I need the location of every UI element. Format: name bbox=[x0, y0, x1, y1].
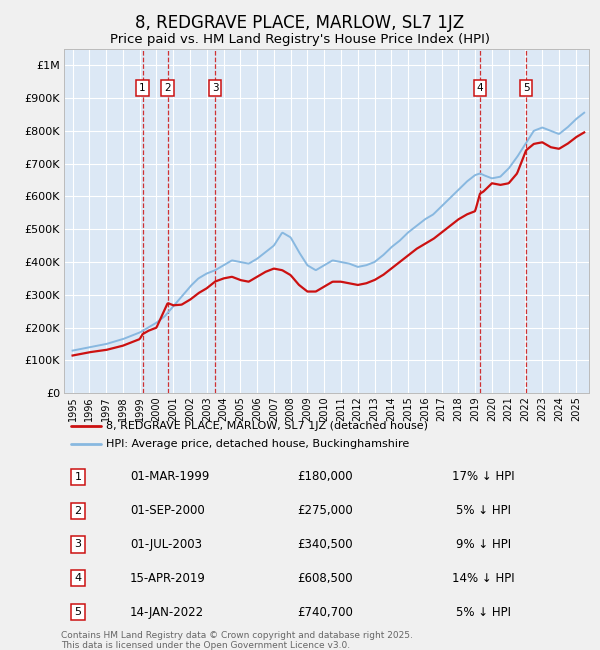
Text: 17% ↓ HPI: 17% ↓ HPI bbox=[452, 471, 515, 484]
Text: 2: 2 bbox=[164, 83, 171, 94]
Text: 1: 1 bbox=[74, 472, 82, 482]
Text: 5% ↓ HPI: 5% ↓ HPI bbox=[456, 504, 511, 517]
Text: 5: 5 bbox=[74, 607, 82, 617]
Text: 3: 3 bbox=[74, 540, 82, 549]
Text: 8, REDGRAVE PLACE, MARLOW, SL7 1JZ: 8, REDGRAVE PLACE, MARLOW, SL7 1JZ bbox=[136, 14, 464, 32]
Text: £740,700: £740,700 bbox=[297, 606, 353, 619]
Text: £608,500: £608,500 bbox=[298, 572, 353, 585]
Text: £340,500: £340,500 bbox=[298, 538, 353, 551]
Text: 4: 4 bbox=[476, 83, 484, 94]
Text: Contains HM Land Registry data © Crown copyright and database right 2025.
This d: Contains HM Land Registry data © Crown c… bbox=[61, 630, 413, 650]
Text: £180,000: £180,000 bbox=[298, 471, 353, 484]
Text: 5: 5 bbox=[523, 83, 529, 94]
Text: 4: 4 bbox=[74, 573, 82, 583]
Text: 2: 2 bbox=[74, 506, 82, 515]
Text: 01-MAR-1999: 01-MAR-1999 bbox=[130, 471, 209, 484]
Text: 3: 3 bbox=[212, 83, 218, 94]
Text: 01-SEP-2000: 01-SEP-2000 bbox=[130, 504, 205, 517]
Text: 14-JAN-2022: 14-JAN-2022 bbox=[130, 606, 204, 619]
Text: 14% ↓ HPI: 14% ↓ HPI bbox=[452, 572, 515, 585]
Text: 15-APR-2019: 15-APR-2019 bbox=[130, 572, 206, 585]
Text: 9% ↓ HPI: 9% ↓ HPI bbox=[456, 538, 511, 551]
Text: £275,000: £275,000 bbox=[298, 504, 353, 517]
Text: 8, REDGRAVE PLACE, MARLOW, SL7 1JZ (detached house): 8, REDGRAVE PLACE, MARLOW, SL7 1JZ (deta… bbox=[106, 421, 428, 431]
Text: 1: 1 bbox=[139, 83, 146, 94]
Text: HPI: Average price, detached house, Buckinghamshire: HPI: Average price, detached house, Buck… bbox=[106, 439, 409, 449]
Text: 01-JUL-2003: 01-JUL-2003 bbox=[130, 538, 202, 551]
Text: 5% ↓ HPI: 5% ↓ HPI bbox=[456, 606, 511, 619]
Text: Price paid vs. HM Land Registry's House Price Index (HPI): Price paid vs. HM Land Registry's House … bbox=[110, 32, 490, 46]
